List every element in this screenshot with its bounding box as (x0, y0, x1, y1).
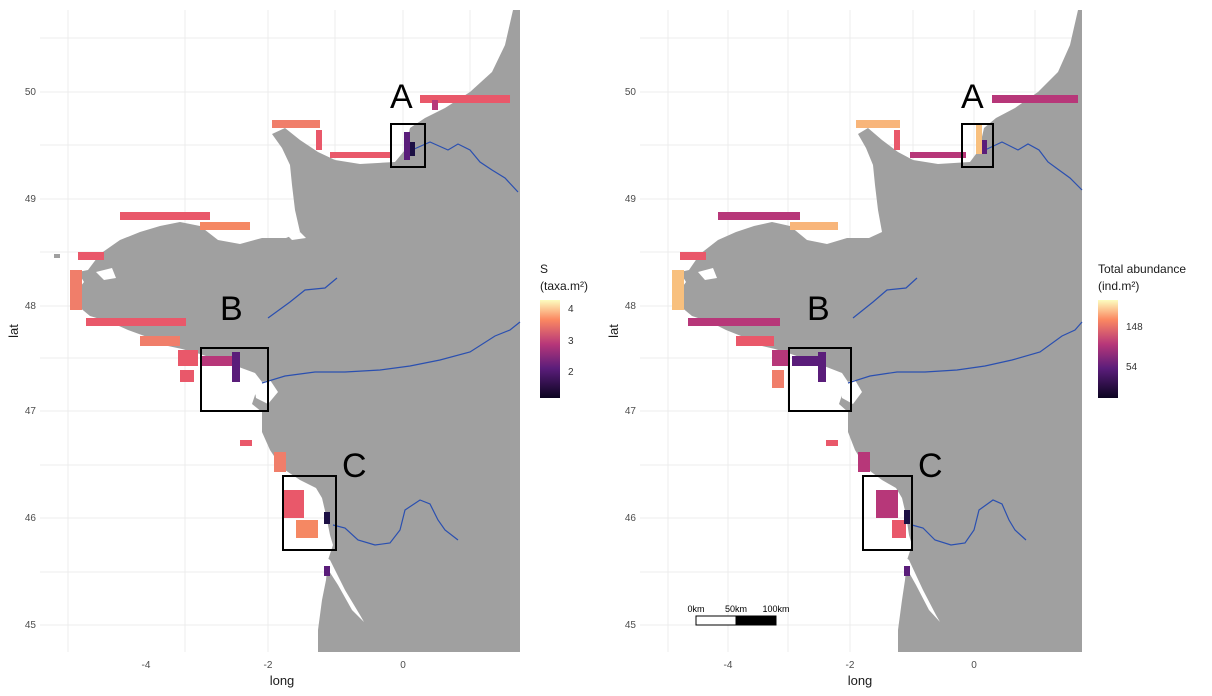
x-tick: 0 (400, 660, 406, 671)
estuary (890, 545, 940, 622)
y-tick: 46 (625, 513, 637, 524)
legend: S (taxa.m²) 4 3 2 (540, 262, 588, 398)
coastal-cells (672, 95, 1078, 576)
coastline-land (676, 10, 1082, 652)
legend-colorbar (540, 300, 560, 398)
estuary (96, 268, 116, 280)
legend-tick: 3 (568, 336, 574, 347)
y-tick: 46 (25, 513, 37, 524)
legend-colorbar (1098, 300, 1118, 398)
y-tick: 45 (625, 620, 637, 631)
y-tick: 50 (25, 87, 37, 98)
x-axis-label: long (848, 673, 873, 688)
box-label-c: C (918, 447, 943, 485)
x-tick: -2 (846, 660, 855, 671)
estuary (254, 380, 278, 404)
legend-tick: 54 (1126, 362, 1138, 373)
scale-bar-label: 50km (725, 604, 747, 614)
rivers (261, 141, 521, 546)
y-axis-label: lat (6, 324, 21, 338)
box-label-b: B (807, 290, 830, 328)
map-svg: A B C 50 49 48 47 46 45 -4 -2 0 long lat… (6, 10, 588, 688)
scale-bar-label: 100km (762, 604, 789, 614)
x-tick: 0 (971, 660, 977, 671)
x-tick: -4 (724, 660, 733, 671)
box-label-b: B (220, 290, 243, 328)
legend-title: S (540, 262, 548, 276)
map-panel-total-abundance: A B C 0km 50km 100km 50 49 48 47 46 45 -… (600, 0, 1212, 696)
y-tick: 45 (25, 620, 37, 631)
x-tick: -4 (142, 660, 151, 671)
inset-boxes (200, 123, 426, 551)
y-tick: 49 (625, 194, 637, 205)
coastal-cells (54, 95, 510, 576)
scale-bar: 0km 50km 100km (687, 604, 790, 626)
box-label-a: A (961, 78, 984, 116)
x-axis-label: long (270, 673, 295, 688)
x-tick: -2 (264, 660, 273, 671)
y-tick: 47 (25, 406, 37, 417)
legend: Total abundance (ind.m²) 148 54 (1098, 262, 1186, 398)
legend-title: (taxa.m²) (540, 279, 588, 293)
inset-boxes (788, 123, 994, 551)
y-tick: 48 (625, 301, 637, 312)
estuary (288, 232, 306, 240)
y-tick: 49 (25, 194, 37, 205)
map-panel-species-richness: A B C 50 49 48 47 46 45 -4 -2 0 long lat… (0, 0, 600, 696)
legend-tick: 148 (1126, 322, 1143, 333)
y-axis-label: lat (606, 324, 621, 338)
rivers (847, 141, 1083, 546)
legend-title: (ind.m²) (1098, 279, 1139, 293)
y-tick: 48 (25, 301, 37, 312)
box-label-c: C (342, 447, 367, 485)
y-tick: 47 (625, 406, 637, 417)
y-tick: 50 (625, 87, 637, 98)
estuary (698, 268, 717, 280)
map-svg: A B C 0km 50km 100km 50 49 48 47 46 45 -… (606, 10, 1186, 688)
legend-title: Total abundance (1098, 262, 1186, 276)
scale-bar-label: 0km (687, 604, 704, 614)
coastline-land (73, 10, 520, 652)
box-label-a: A (390, 78, 413, 116)
legend-tick: 2 (568, 367, 574, 378)
legend-tick: 4 (568, 304, 574, 315)
estuary (310, 545, 364, 622)
